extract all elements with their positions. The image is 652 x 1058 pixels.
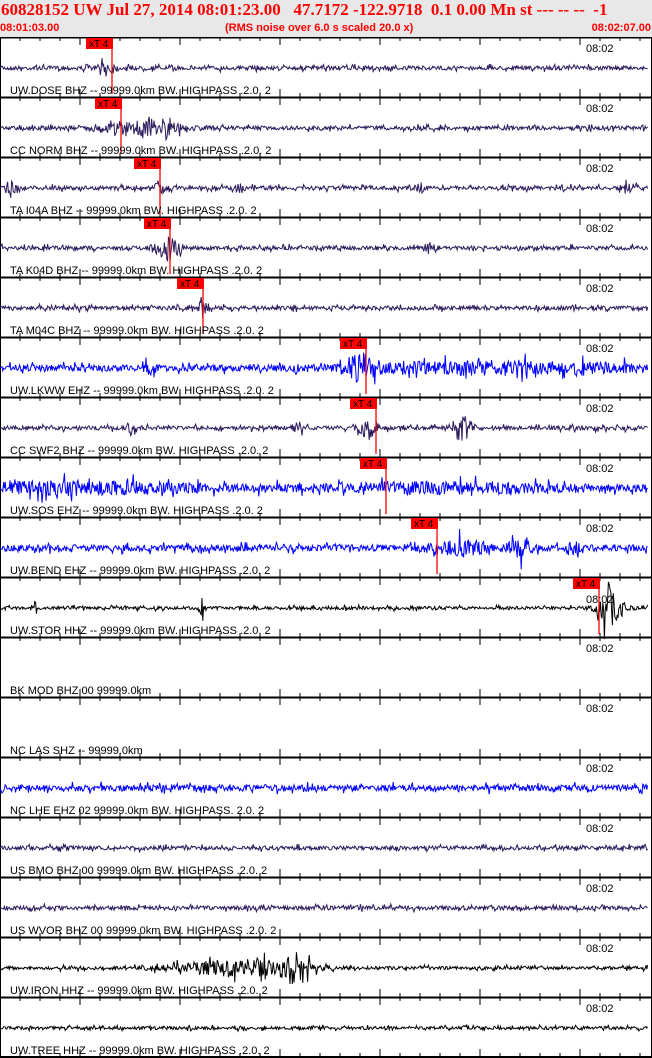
waveform [0, 528, 648, 570]
phase-pick-label: xT 4 [147, 219, 167, 230]
waveform [0, 473, 648, 503]
channel-row: 08:02 BK MOD BHZ 00 99999.0km [0, 636, 652, 697]
channel-label: BK MOD BHZ 00 99999.0km [10, 685, 151, 697]
trace-panel: 08:02 xT 4 UW.DOSE BHZ -- 99999.0km BW. HI… [0, 37, 652, 1058]
phase-pick-label: xT 4 [180, 279, 200, 290]
end-time: 08:02:07.00 [591, 22, 651, 34]
phase-pick-flag[interactable] [411, 518, 438, 529]
phase-pick-label: xT 4 [98, 99, 118, 110]
phase-pick-flag[interactable] [360, 458, 387, 469]
time-tick-label: 08:02 [586, 703, 614, 715]
channel-label: CC SWF2 BHZ -- 99999.0km BW. HIGHPASS .2… [10, 445, 268, 457]
phase-pick-flag[interactable] [144, 218, 171, 229]
phase-pick-flag[interactable] [86, 38, 113, 49]
phase-pick-flag[interactable] [134, 158, 161, 169]
event-title: 60828152 UW Jul 27, 2014 08:01:23.00 47.… [1, 0, 608, 19]
channel-label: TA K04D BHZ -- 99999.0km BW. HIGHPASS .2… [10, 265, 262, 277]
channel-label: TA I04A BHZ -- 99999.0km BW. HIGHPASS .2… [10, 205, 257, 217]
channel-row: 08:02 UW.IRON HHZ -- 99999.0km BW. HIGHPA… [0, 936, 652, 997]
phase-pick-label: xT 4 [89, 39, 109, 50]
phase-pick-label: xT 4 [576, 579, 596, 590]
channel-row: 08:02 NC LAS SHZ -- 99999.0km [0, 696, 652, 757]
phase-pick-label: xT 4 [414, 519, 434, 530]
channel-row: 08:02 UW.TREE HHZ -- 99999.0km BW. HIGHPA… [0, 996, 652, 1057]
channel-label: CC NORM BHZ -- 99999.0km BW. HIGHPASS .2… [10, 145, 271, 157]
channel-label: TA M04C BHZ -- 99999.0km BW. HIGHPASS .2… [10, 325, 264, 337]
phase-pick-label: xT 4 [343, 339, 363, 350]
waveform [0, 952, 649, 985]
time-tick-label: 08:02 [586, 643, 614, 655]
channel-label: UW.STOR HHZ -- 99999.0km BW. HIGHPASS .2… [10, 625, 271, 637]
channel-label: UW.LKWW EHZ -- 99999.0km BW. HIGHPASS .2… [10, 385, 274, 397]
channel-row: 08:02 xT 4 UW.DOSE BHZ -- 99999.0km BW. HI… [0, 37, 652, 97]
time-tick-label: 08:02 [586, 523, 614, 535]
channel-row: 08:02 NC LHE EHZ 02 99999.0km BW. HIGHPAS… [0, 756, 652, 817]
channel-row: 08:02 US WVOR BHZ 00 99999.0km BW. HIGHPA… [0, 876, 652, 937]
time-tick-label: 08:02 [586, 283, 614, 295]
channel-label: NC LAS SHZ -- 99999.0km [10, 745, 143, 757]
waveform [0, 902, 648, 914]
time-tick-label: 08:02 [586, 163, 614, 175]
channel-row: 08:02 xT 4 TA I04A BHZ -- 99999.0km BW. HI… [0, 156, 652, 217]
phase-pick-label: xT 4 [363, 459, 383, 470]
waveform [0, 581, 649, 640]
time-tick-label: 08:02 [586, 223, 614, 235]
waveform [0, 416, 648, 441]
channel-label: UW.TREE HHZ -- 99999.0km BW. HIGHPASS .2… [10, 1045, 270, 1057]
channel-label: UW.IRON HHZ -- 99999.0km BW. HIGHPASS .2… [10, 985, 268, 997]
phase-pick-flag[interactable] [350, 398, 377, 409]
time-tick-label: 08:02 [586, 883, 614, 895]
phase-pick-flag[interactable] [340, 338, 367, 349]
channel-label: UW.BEND EHZ -- 99999.0km BW. HIGHPASS .2… [10, 565, 270, 577]
rms-note: (RMS noise over 6.0 s scaled 20.0 x) [225, 22, 414, 34]
time-tick-label: 08:02 [586, 943, 614, 955]
time-tick-label: 08:02 [586, 594, 614, 606]
phase-pick-label: xT 4 [137, 159, 157, 170]
channel-row: 08:02 xT 4 CC SWF2 BHZ -- 99999.0km BW. HI… [0, 396, 652, 457]
phase-pick-flag[interactable] [95, 98, 122, 109]
channel-label: US BMO BHZ 00 99999.0km BW. HIGHPASS .2.… [10, 865, 267, 877]
channel-row: 08:02 xT 4 UW.SOS EHZ -- 99999.0km BW. HIG… [0, 456, 652, 517]
waveform [0, 58, 648, 77]
channel-row: 08:02 xT 4 UW.STOR HHZ -- 99999.0km BW. HI… [0, 576, 652, 640]
time-tick-label: 08:02 [586, 463, 614, 475]
channel-label: NC LHE EHZ 02 99999.0km BW. HIGHPASS. 2.… [10, 805, 264, 817]
time-tick-label: 08:02 [586, 1003, 614, 1015]
channel-row: 08:02 xT 4 UW.LKWW EHZ -- 99999.0km BW. HI… [0, 336, 652, 397]
waveform [0, 781, 649, 795]
channel-label: UW.SOS EHZ -- 99999.0km BW. HIGHPASS .2.… [10, 505, 263, 517]
waveform [0, 116, 649, 142]
header: 60828152 UW Jul 27, 2014 08:01:23.00 47.… [0, 0, 652, 37]
channel-row: 08:02 xT 4 CC NORM BHZ -- 99999.0km BW. HI… [0, 96, 652, 157]
channel-label: US WVOR BHZ 00 99999.0km BW. HIGHPASS .2… [10, 925, 276, 937]
channel-row: 08:02 xT 4 UW.BEND EHZ -- 99999.0km BW. HI… [0, 516, 652, 577]
time-tick-label: 08:02 [586, 403, 614, 415]
waveform [0, 352, 649, 385]
waveform [0, 179, 649, 198]
channel-row: 08:02 US BMO BHZ 00 99999.0km BW. HIGHPAS… [0, 816, 652, 877]
channel-row: 08:02 xT 4 TA M04C BHZ -- 99999.0km BW. HI… [0, 276, 652, 337]
channel-row: 08:02 xT 4 TA K04D BHZ -- 99999.0km BW. HI… [0, 216, 652, 277]
phase-pick-flag[interactable] [573, 578, 600, 589]
time-tick-label: 08:02 [586, 43, 614, 55]
channel-label: UW.DOSE BHZ -- 99999.0km BW. HIGHPASS .2… [10, 85, 271, 97]
waveform [0, 236, 649, 262]
time-tick-label: 08:02 [586, 823, 614, 835]
phase-pick-label: xT 4 [353, 399, 373, 410]
start-time: 08:01:03.00 [0, 22, 60, 34]
phase-pick-flag[interactable] [177, 278, 204, 289]
waveform [0, 1023, 649, 1033]
time-tick-label: 08:02 [586, 103, 614, 115]
time-tick-label: 08:02 [586, 343, 614, 355]
waveform [0, 842, 648, 854]
waveform [0, 296, 649, 319]
time-tick-label: 08:02 [586, 763, 614, 775]
